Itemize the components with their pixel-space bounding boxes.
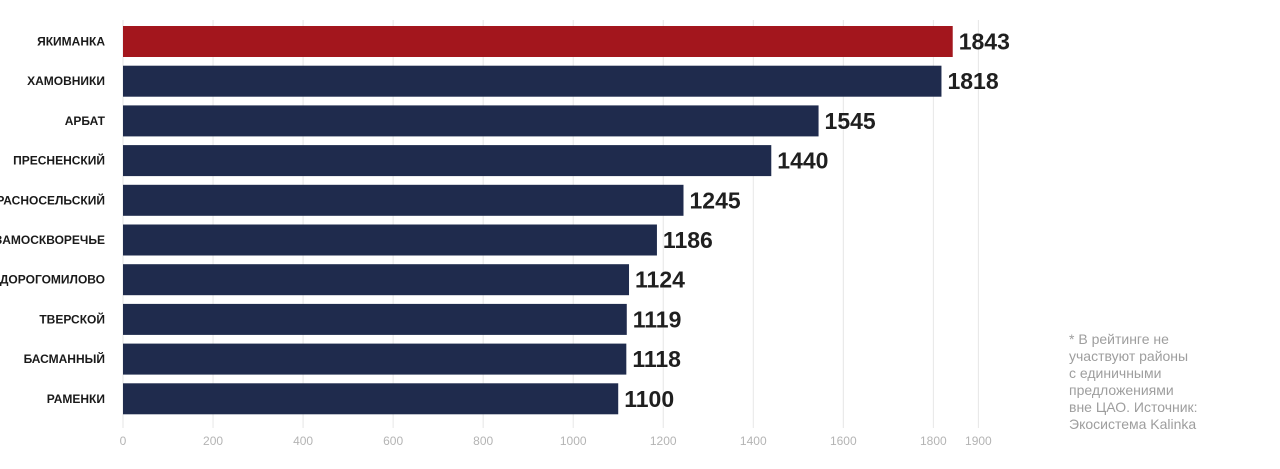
value-labels: 1843 1818 1545 1440 1245 1186 1124 1119 1118 1100 <box>624 29 1010 412</box>
category-label: ЗАМОСКВОРЕЧЬЕ <box>0 233 105 247</box>
value-label: 1118 <box>632 346 681 372</box>
x-tick-label: 1200 <box>650 434 677 448</box>
x-tick-label: 1000 <box>560 434 587 448</box>
category-label: ПРЕСНЕНСКИЙ <box>13 153 105 168</box>
bar <box>123 343 627 375</box>
value-label: 1124 <box>635 267 685 293</box>
footnote: * В рейтинге не участвуют районы с едини… <box>1069 331 1198 432</box>
value-label: 1818 <box>947 68 998 94</box>
x-tick-label: 1900 <box>965 434 992 448</box>
x-tick-label: 600 <box>383 434 403 448</box>
bar <box>123 65 942 97</box>
bar <box>123 184 684 216</box>
category-label: АРБАТ <box>65 114 106 128</box>
x-tick-label: 400 <box>293 434 313 448</box>
bar <box>123 264 630 296</box>
x-tick-label: 1400 <box>740 434 767 448</box>
category-label: РАМЕНКИ <box>47 392 105 406</box>
category-label: ДОРОГОМИЛОВО <box>0 273 105 287</box>
value-label: 1843 <box>959 29 1010 55</box>
value-label: 1245 <box>689 187 740 213</box>
value-label: 1186 <box>663 227 713 253</box>
bar <box>123 145 772 177</box>
value-label: 1545 <box>825 108 876 134</box>
category-label: ТВЕРСКОЙ <box>39 311 105 326</box>
bar <box>123 105 819 137</box>
bar <box>123 224 657 256</box>
category-labels: ЯКИМАНКА ХАМОВНИКИ АРБАТ ПРЕСНЕНСКИЙ КРАСНОС… <box>0 35 106 406</box>
category-label: КРАСНОСЕЛЬСКИЙ <box>0 192 105 207</box>
x-tick-label: 1600 <box>830 434 857 448</box>
category-label: ХАМОВНИКИ <box>27 74 105 88</box>
x-tick-label: 800 <box>473 434 493 448</box>
x-tick-label: 200 <box>203 434 223 448</box>
category-label: ЯКИМАНКА <box>37 35 105 49</box>
bar <box>123 303 627 335</box>
bar <box>123 26 953 57</box>
value-label: 1440 <box>777 148 828 174</box>
bar-chart: ЯКИМАНКА ХАМОВНИКИ АРБАТ ПРЕСНЕНСКИЙ КРАСНОС… <box>0 20 1010 448</box>
x-axis-ticks: 0 200 400 600 800 1000 1200 1400 1600 1800 1900 <box>120 434 992 448</box>
x-tick-label: 0 <box>120 434 127 448</box>
value-label: 1119 <box>633 306 682 332</box>
bar <box>123 383 619 415</box>
bars <box>123 26 953 415</box>
x-tick-label: 1800 <box>920 434 947 448</box>
value-label: 1100 <box>624 386 674 412</box>
category-label: БАСМАННЫЙ <box>24 351 105 366</box>
